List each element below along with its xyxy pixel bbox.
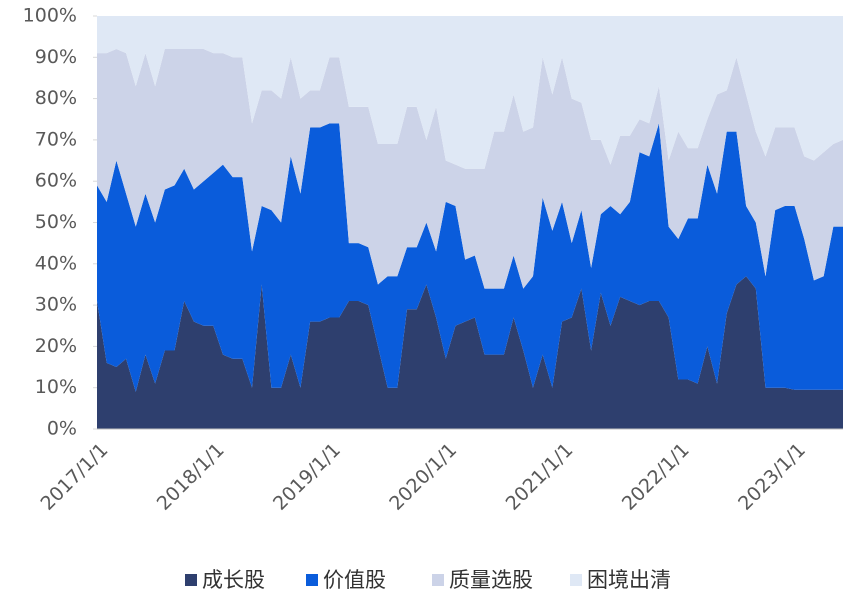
y-tick-label: 30% — [35, 294, 77, 316]
area — [97, 276, 843, 429]
y-tick-label: 60% — [35, 170, 77, 192]
area — [97, 123, 843, 392]
y-tick-label: 10% — [35, 376, 77, 398]
legend-label: 质量选股 — [449, 568, 533, 592]
y-tick-label: 0% — [47, 418, 77, 440]
area — [97, 16, 843, 169]
x-tick-label: 2017/1/1 — [37, 439, 113, 515]
y-tick-label: 90% — [35, 46, 77, 68]
legend-swatch — [570, 574, 582, 586]
y-tick-label: 70% — [35, 128, 77, 150]
x-tick-label: 2021/1/1 — [502, 439, 578, 515]
y-tick-label: 50% — [35, 211, 77, 233]
legend-swatch — [432, 574, 444, 586]
legend-label: 困境出清 — [587, 568, 671, 592]
y-tick-label: 40% — [35, 252, 77, 274]
y-tick-label: 80% — [35, 87, 77, 109]
legend-swatch — [306, 574, 318, 586]
x-tick-label: 2022/1/1 — [618, 439, 694, 515]
x-tick-label: 2023/1/1 — [734, 439, 810, 515]
legend-label: 成长股 — [202, 568, 265, 592]
x-tick-label: 2020/1/1 — [385, 439, 461, 515]
x-tick-label: 2019/1/1 — [269, 439, 345, 515]
y-tick-label: 20% — [35, 335, 77, 357]
x-tick-label: 2018/1/1 — [153, 439, 229, 515]
legend-label: 价值股 — [323, 568, 386, 592]
y-tick-label: 100% — [23, 5, 77, 27]
legend-swatch — [185, 574, 197, 586]
